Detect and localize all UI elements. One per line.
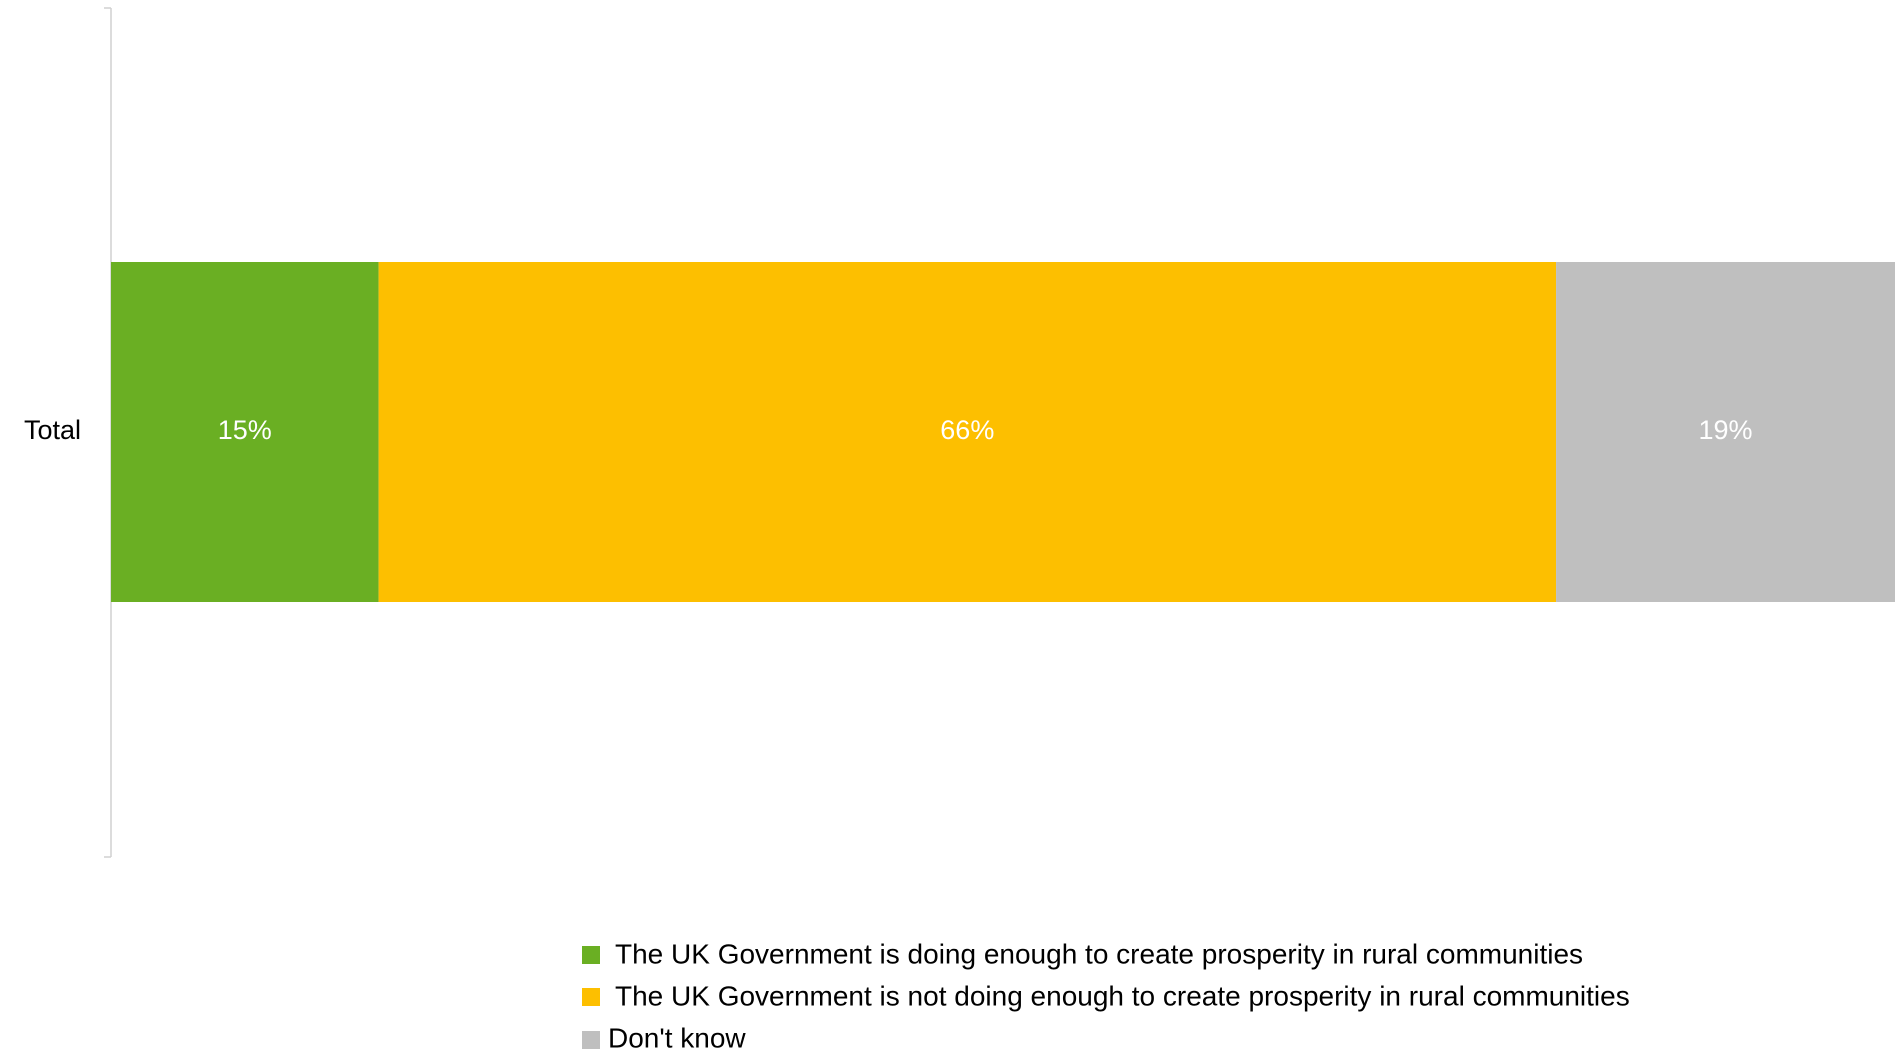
data-label-dont-know: 19% [1698, 415, 1752, 445]
legend-label-doing-enough: The UK Government is doing enough to cre… [615, 938, 1583, 969]
legend: The UK Government is doing enough to cre… [582, 938, 1630, 1053]
data-label-not-doing-enough: 66% [940, 415, 994, 445]
category-label-total: Total [24, 415, 81, 445]
bar-segment-dont-know [1556, 262, 1895, 602]
legend-label-dont-know: Don't know [608, 1022, 746, 1053]
legend-swatch-not-doing-enough [582, 988, 600, 1006]
data-label-doing-enough: 15% [218, 415, 272, 445]
legend-label-not-doing-enough: The UK Government is not doing enough to… [615, 980, 1630, 1011]
bar-segment-doing-enough [111, 262, 379, 602]
legend-swatch-doing-enough [582, 946, 600, 964]
legend-swatch-dont-know [582, 1031, 600, 1049]
bar-segment-not-doing-enough [378, 262, 1557, 602]
